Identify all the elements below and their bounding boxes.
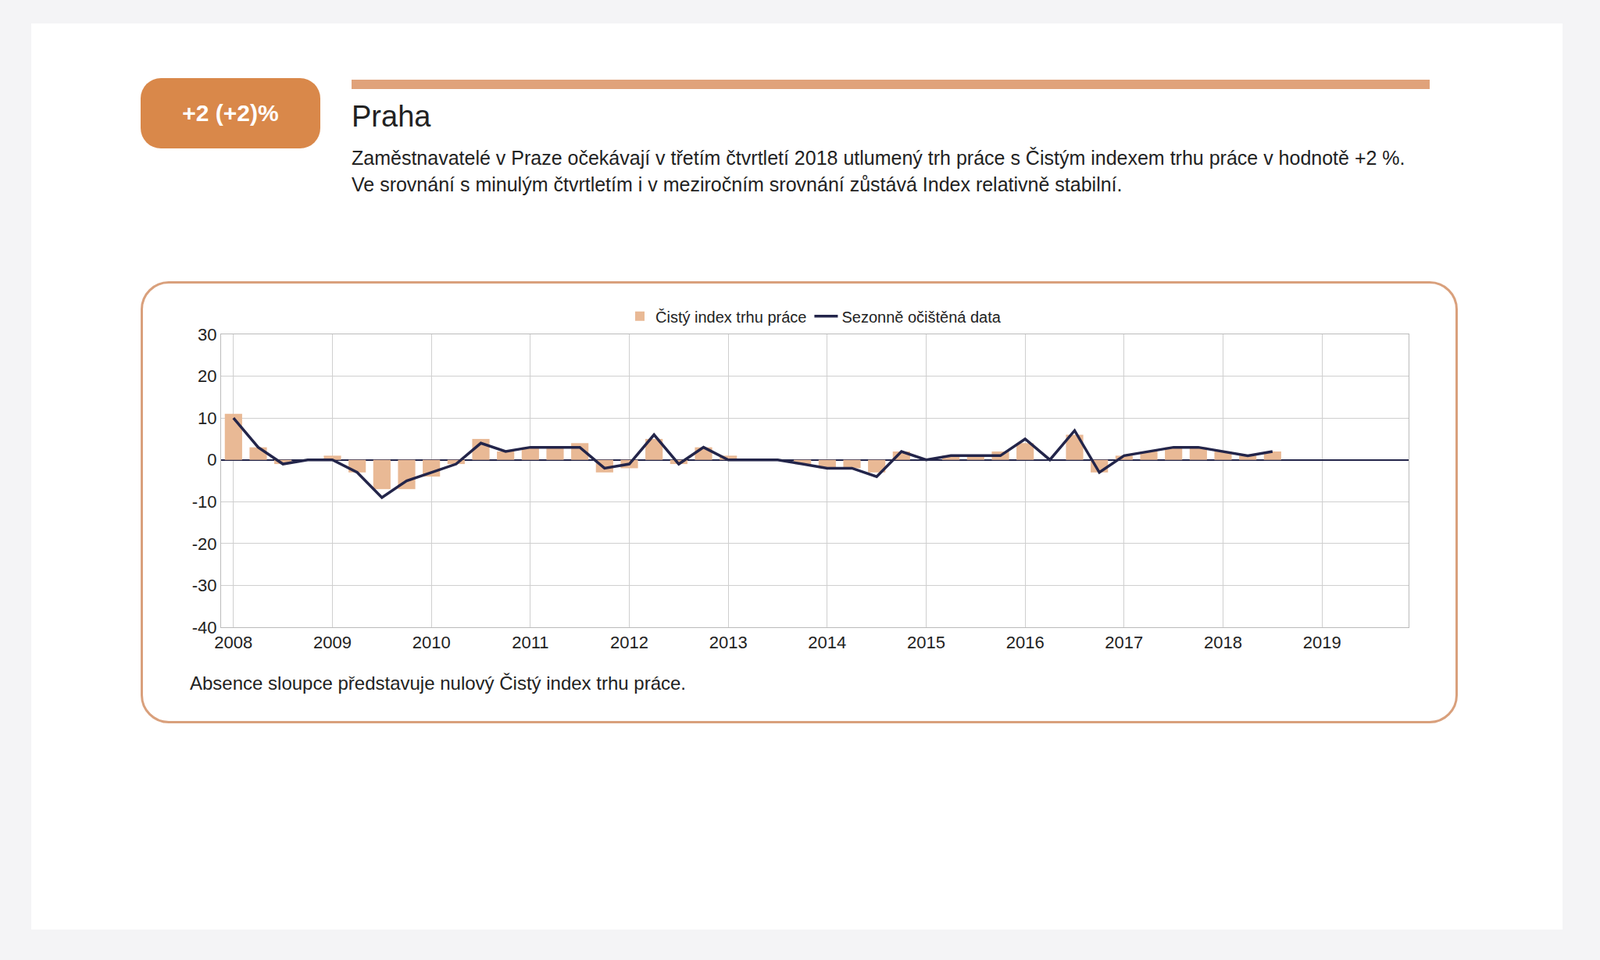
svg-text:2012: 2012 xyxy=(610,632,649,653)
svg-text:2016: 2016 xyxy=(1006,632,1045,653)
html-text:Absence sloupce představuje nu: Absence sloupce představuje nulový Čistý… xyxy=(189,672,686,694)
svg-text:30: 30 xyxy=(197,325,217,345)
svg-text:0: 0 xyxy=(207,450,217,470)
html-text:+2 (+2)%: +2 (+2)% xyxy=(182,100,279,126)
html-text:Zaměstnavatelé v Praze očekáva: Zaměstnavatelé v Praze očekávají v třetí… xyxy=(351,146,1406,196)
svg-text:2017: 2017 xyxy=(1104,632,1143,653)
svg-text:2010: 2010 xyxy=(412,632,451,653)
svg-text:2009: 2009 xyxy=(313,632,352,653)
svg-text:Sezonně očištěná data: Sezonně očištěná data xyxy=(841,308,1001,326)
svg-text:2019: 2019 xyxy=(1303,632,1342,653)
html-text:Praha: Praha xyxy=(351,100,431,133)
svg-text:2015: 2015 xyxy=(907,632,946,653)
svg-text:10: 10 xyxy=(197,408,217,429)
svg-text:2018: 2018 xyxy=(1203,632,1243,653)
svg-text:Čistý index trhu práce: Čistý index trhu práce xyxy=(655,308,807,326)
svg-text:2013: 2013 xyxy=(709,632,748,653)
svg-text:-10: -10 xyxy=(192,492,218,512)
svg-text:2008: 2008 xyxy=(214,632,253,653)
svg-text:-40: -40 xyxy=(192,617,218,638)
svg-text:-20: -20 xyxy=(192,534,218,554)
svg-text:20: 20 xyxy=(197,366,217,386)
svg-text:-30: -30 xyxy=(192,575,218,596)
svg-text:2011: 2011 xyxy=(511,632,549,653)
svg-text:2014: 2014 xyxy=(807,632,847,653)
